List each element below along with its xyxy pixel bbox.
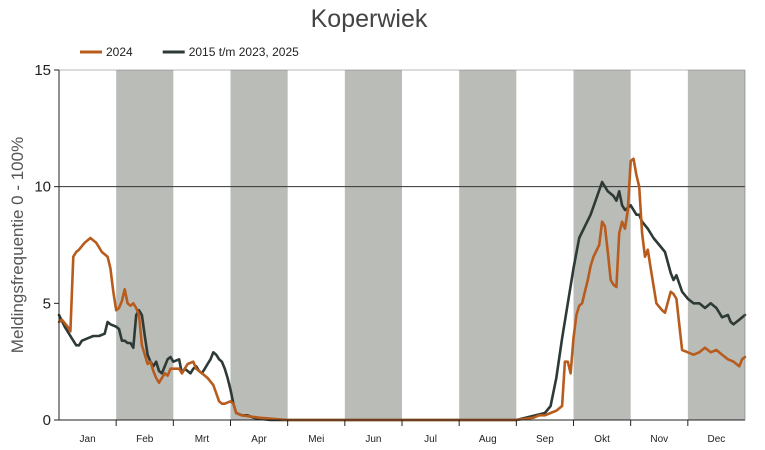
month-bands bbox=[116, 70, 745, 420]
month-band-aug bbox=[459, 70, 517, 420]
x-tick-label-dec: Dec bbox=[708, 434, 726, 445]
x-tick-label-jun: Jun bbox=[365, 434, 381, 445]
month-band-jun bbox=[344, 70, 402, 420]
x-tick-label-jul: Jul bbox=[424, 434, 437, 445]
month-band-feb bbox=[116, 70, 174, 420]
legend-label: 2015 t/m 2023, 2025 bbox=[189, 45, 299, 59]
y-tick-label: 0 bbox=[43, 412, 51, 429]
month-band-dec bbox=[687, 70, 745, 420]
y-axis-label: Meldingsfrequentie 0 - 100% bbox=[8, 137, 27, 353]
x-tick-label-sep: Sep bbox=[536, 434, 554, 445]
series-line-2024 bbox=[57, 157, 747, 422]
y-tick-label: 5 bbox=[43, 295, 51, 312]
legend: 2024 2015 t/m 2023, 2025 bbox=[80, 45, 299, 59]
month-band-okt bbox=[573, 70, 631, 420]
x-tick-label-feb: Feb bbox=[136, 434, 154, 445]
x-tick-label-jan: Jan bbox=[80, 434, 96, 445]
x-tick-label-apr: Apr bbox=[251, 434, 267, 445]
y-tick-label: 15 bbox=[34, 62, 51, 79]
series-lines bbox=[57, 157, 747, 422]
x-tick-label-mei: Mei bbox=[308, 434, 324, 445]
x-tick-label-mrt: Mrt bbox=[195, 434, 210, 445]
chart-title: Koperwiek bbox=[311, 5, 428, 33]
legend-label: 2024 bbox=[106, 45, 133, 59]
x-tick-label-aug: Aug bbox=[479, 434, 497, 445]
plot-area: 0 5 10 15 Jan Feb Mrt Apr Mei Jun Jul Aug Sep Okt Nov… bbox=[34, 62, 747, 445]
month-band-apr bbox=[230, 70, 288, 420]
y-ticks: 0 5 10 15 bbox=[34, 62, 59, 429]
x-tick-label-okt: Okt bbox=[594, 434, 610, 445]
y-tick-label: 10 bbox=[34, 179, 51, 196]
x-ticks: Jan Feb Mrt Apr Mei Jun Jul Aug Sep Okt Nov Dec bbox=[80, 420, 726, 445]
x-tick-label-nov: Nov bbox=[650, 434, 668, 445]
